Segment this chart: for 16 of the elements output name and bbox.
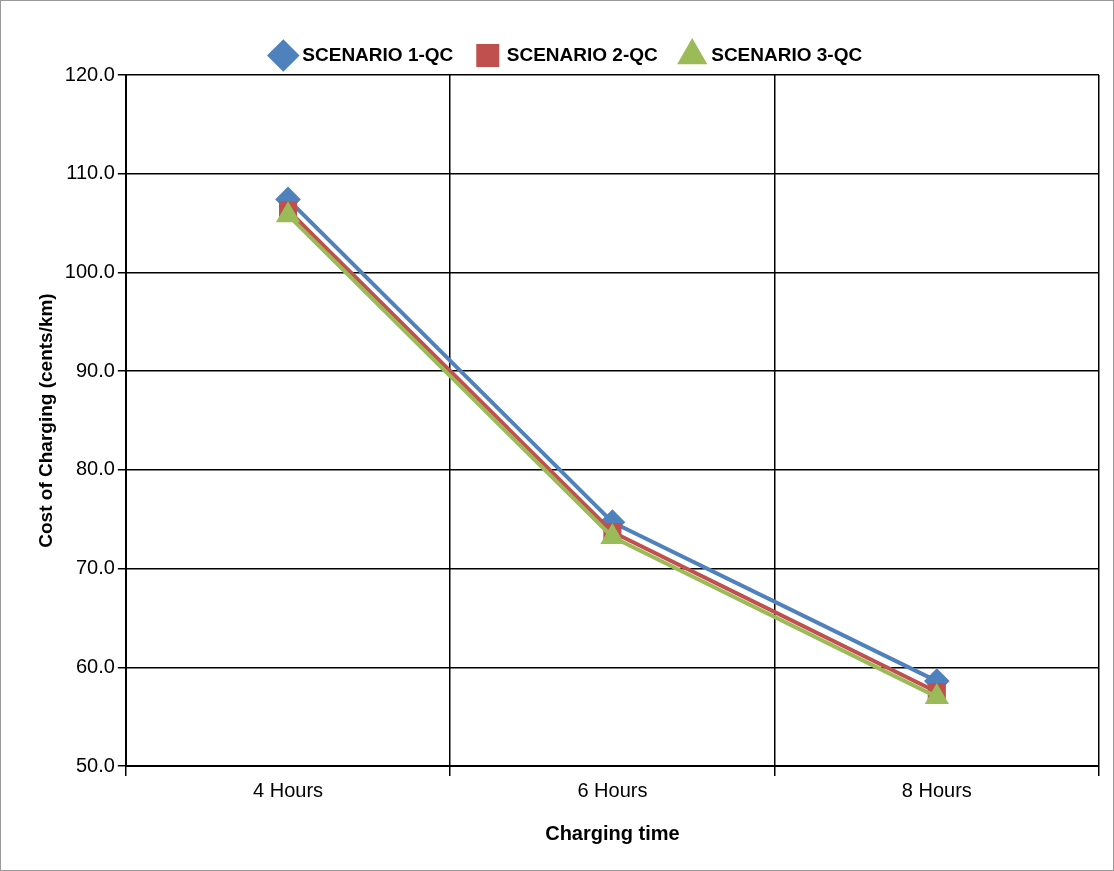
y-tick-label: 100.0 <box>64 259 115 282</box>
x-tick-label: 6 Hours <box>577 778 648 801</box>
legend-label: SCENARIO 2-QC <box>506 43 659 65</box>
y-tick-label: 70.0 <box>75 556 115 579</box>
x-tick-label: 4 Hours <box>253 778 324 801</box>
y-tick-label: 60.0 <box>75 654 115 677</box>
legend-label: SCENARIO 1-QC <box>302 43 454 65</box>
y-tick-label: 90.0 <box>75 358 115 381</box>
y-tick-label: 110.0 <box>66 161 115 184</box>
y-tick-label: 120.0 <box>64 62 115 85</box>
y-tick-label: 80.0 <box>75 457 115 480</box>
x-axis-title: Charging time <box>545 821 680 844</box>
y-axis-title: Cost of Charging (cents/km) <box>34 293 56 548</box>
x-tick-label: 8 Hours <box>901 778 972 801</box>
y-tick-label: 50.0 <box>75 753 115 776</box>
legend-label: SCENARIO 3-QC <box>711 43 863 65</box>
